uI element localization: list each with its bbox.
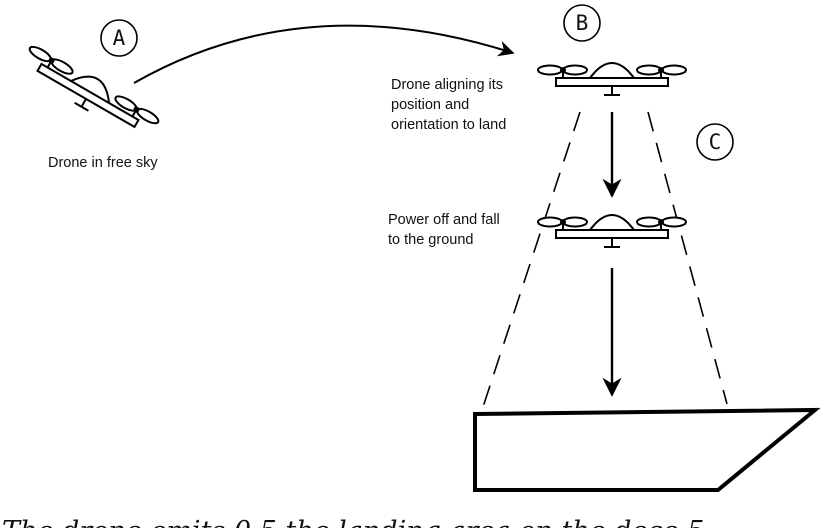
marker-b: B [563, 4, 601, 42]
marker-c-label: C [709, 130, 722, 154]
label-drone-aligning: Drone aligning its position and orientat… [391, 77, 507, 133]
caption-partial: The drone emits 0.5 the landing area on … [2, 516, 704, 528]
marker-a-label: A [113, 26, 126, 50]
drone-b-icon [537, 62, 687, 96]
drone-a-icon [16, 41, 163, 145]
label-power-off: Power off and fall to the ground [388, 212, 504, 248]
drone-c-icon [537, 214, 687, 248]
marker-b-label: B [576, 11, 589, 35]
arc-arrow [133, 24, 515, 84]
beam-right-dashed [647, 111, 728, 405]
marker-c: C [696, 123, 734, 161]
label-drone-free-sky: Drone in free sky [48, 155, 158, 171]
landing-platform [473, 407, 821, 492]
beam-left-dashed [481, 111, 581, 411]
marker-a: A [100, 19, 138, 57]
